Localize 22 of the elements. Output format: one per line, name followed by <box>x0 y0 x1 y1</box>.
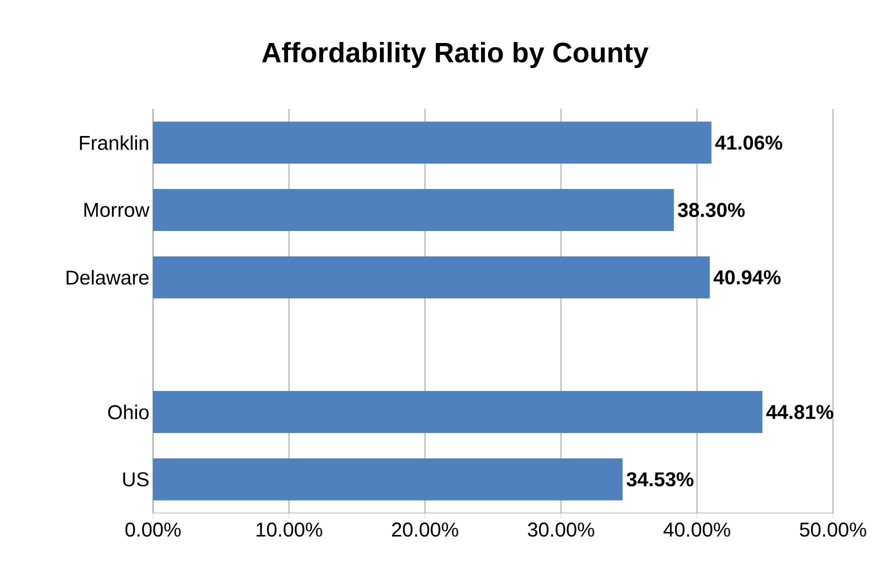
x-tick-label: 20.00% <box>392 522 458 537</box>
x-tick-label: 10.00% <box>256 522 322 537</box>
y-tick-label: Morrow <box>84 203 150 217</box>
bar <box>153 122 712 164</box>
data-label: 38.30% <box>678 202 745 218</box>
x-tick-label: 0.00% <box>125 522 181 537</box>
chart-title: Affordability Ratio by County <box>262 42 649 68</box>
x-tick-label: 30.00% <box>528 522 594 537</box>
y-tick-label: US <box>123 472 149 486</box>
data-label: 34.53% <box>626 472 694 486</box>
data-label: 44.81% <box>766 404 834 420</box>
bar <box>153 390 762 433</box>
bar <box>153 189 674 231</box>
data-label: 41.06% <box>715 136 782 150</box>
bar <box>153 256 710 298</box>
y-tick-label: Delaware <box>66 270 149 285</box>
y-tick-label: Franklin <box>80 135 148 150</box>
bar <box>153 458 623 500</box>
x-tick-label: 50.00% <box>800 522 866 537</box>
y-tick-label: Ohio <box>108 404 149 420</box>
data-label: 40.94% <box>714 270 781 284</box>
x-tick-label: 40.00% <box>664 522 730 537</box>
